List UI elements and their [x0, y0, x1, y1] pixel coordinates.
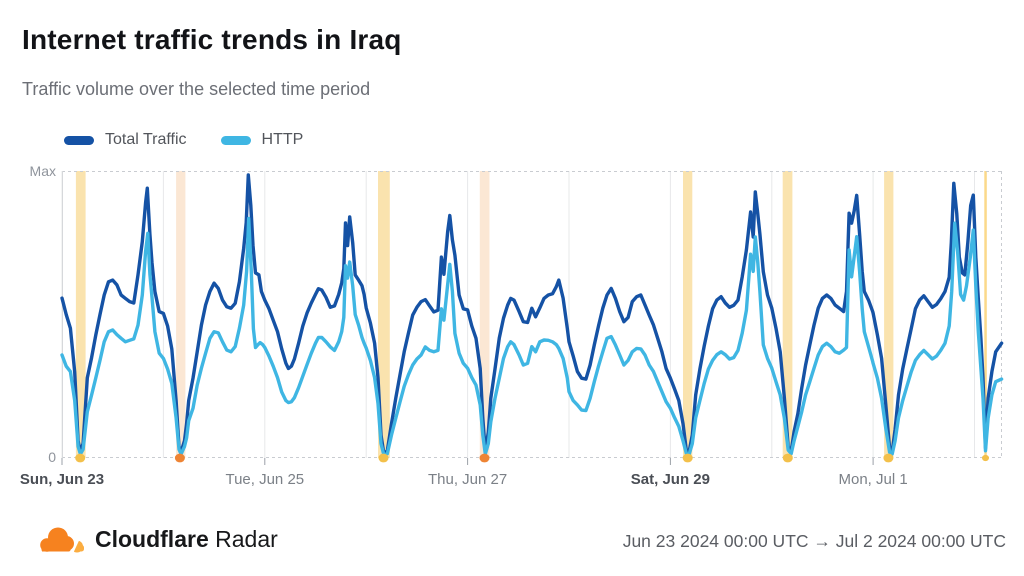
traffic-chart[interactable]: [60, 171, 1004, 466]
http-swatch-icon: [220, 135, 251, 145]
x-tick-label: Sat, Jun 29: [630, 471, 710, 488]
date-range-label: Jun 23 2024 00:00 UTC → Jul 2 2024 00:00…: [622, 531, 1006, 551]
brand-text: Cloudflare Radar: [95, 526, 278, 553]
x-tick-label: Sun, Jun 23: [19, 471, 105, 488]
cloudflare-logo-icon: [40, 527, 84, 553]
outage-dot[interactable]: [378, 453, 389, 463]
legend-item-total-traffic[interactable]: Total Traffic: [64, 131, 187, 149]
page-title: Internet traffic trends in Iraq: [22, 24, 402, 55]
shutdown-band: [75, 171, 86, 458]
legend-label: Total Traffic: [105, 131, 187, 148]
shutdown-band: [378, 171, 390, 458]
x-tick-label: Thu, Jun 27: [427, 471, 508, 488]
chart-legend: Total Traffic HTTP: [64, 131, 303, 149]
traffic-chart-svg[interactable]: [60, 171, 1004, 466]
y-axis-max-label: Max: [29, 163, 56, 179]
cloudflare-radar-brand[interactable]: Cloudflare Radar: [36, 522, 278, 556]
shutdown-band: [479, 171, 490, 458]
total-traffic-line: [60, 173, 1004, 456]
total-traffic-swatch-icon: [64, 135, 94, 145]
http-line: [60, 216, 1004, 457]
outage-dot[interactable]: [982, 454, 989, 462]
brand-cloudflare: Cloudflare: [95, 525, 209, 552]
shutdown-band: [683, 171, 693, 458]
x-tick-label: Tue, Jun 25: [225, 471, 305, 488]
outage-dot[interactable]: [682, 453, 693, 463]
outage-dot[interactable]: [782, 453, 793, 463]
legend-item-http[interactable]: HTTP: [220, 131, 304, 149]
shutdown-band: [782, 171, 793, 458]
shutdown-band: [884, 171, 894, 458]
x-tick-label: Mon, Jul 1: [838, 471, 908, 488]
page-subtitle: Traffic volume over the selected time pe…: [22, 79, 371, 99]
shutdown-band: [984, 171, 987, 458]
outage-dot[interactable]: [479, 453, 490, 463]
legend-label: HTTP: [261, 131, 304, 148]
outage-dot[interactable]: [75, 453, 86, 463]
x-axis-tick-labels: Sun, Jun 23 Tue, Jun 25 Thu, Jun 27 Sat, Ju…: [20, 471, 1002, 491]
shutdown-band: [176, 171, 186, 458]
outage-dot[interactable]: [174, 453, 185, 463]
outage-dot[interactable]: [883, 453, 894, 463]
y-axis-zero-label: 0: [48, 449, 56, 465]
brand-radar: Radar: [215, 525, 278, 552]
